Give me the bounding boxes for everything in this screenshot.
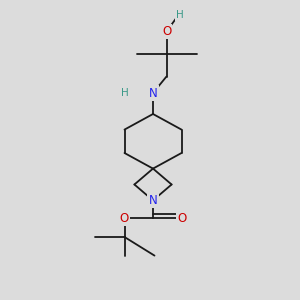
Text: N: N (148, 194, 158, 207)
Text: O: O (162, 25, 171, 38)
Text: H: H (121, 88, 128, 98)
Text: O: O (120, 212, 129, 225)
Text: O: O (177, 212, 186, 225)
Text: H: H (176, 10, 184, 20)
Text: N: N (148, 86, 158, 100)
